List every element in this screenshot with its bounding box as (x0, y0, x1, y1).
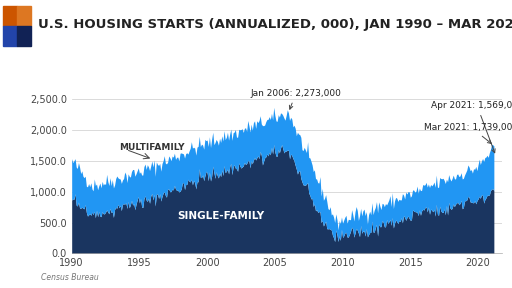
Text: Census Bureau: Census Bureau (41, 273, 99, 282)
Bar (3, 26, 16, 46)
Bar (16, 26, 31, 46)
Bar (16, 6, 31, 26)
Text: Mar 2021: 1,739,000: Mar 2021: 1,739,000 (424, 123, 512, 143)
Text: MULTIFAMILY: MULTIFAMILY (119, 143, 185, 151)
Text: U.S. HOUSING STARTS (ANNUALIZED, 000), JAN 1990 – MAR 2021: U.S. HOUSING STARTS (ANNUALIZED, 000), J… (38, 18, 512, 31)
Bar (3, 6, 16, 26)
Text: Jan 2006: 2,273,000: Jan 2006: 2,273,000 (250, 89, 342, 109)
Text: Apr 2021: 1,569,000: Apr 2021: 1,569,000 (431, 101, 512, 153)
Text: SINGLE-FAMILY: SINGLE-FAMILY (177, 211, 264, 221)
